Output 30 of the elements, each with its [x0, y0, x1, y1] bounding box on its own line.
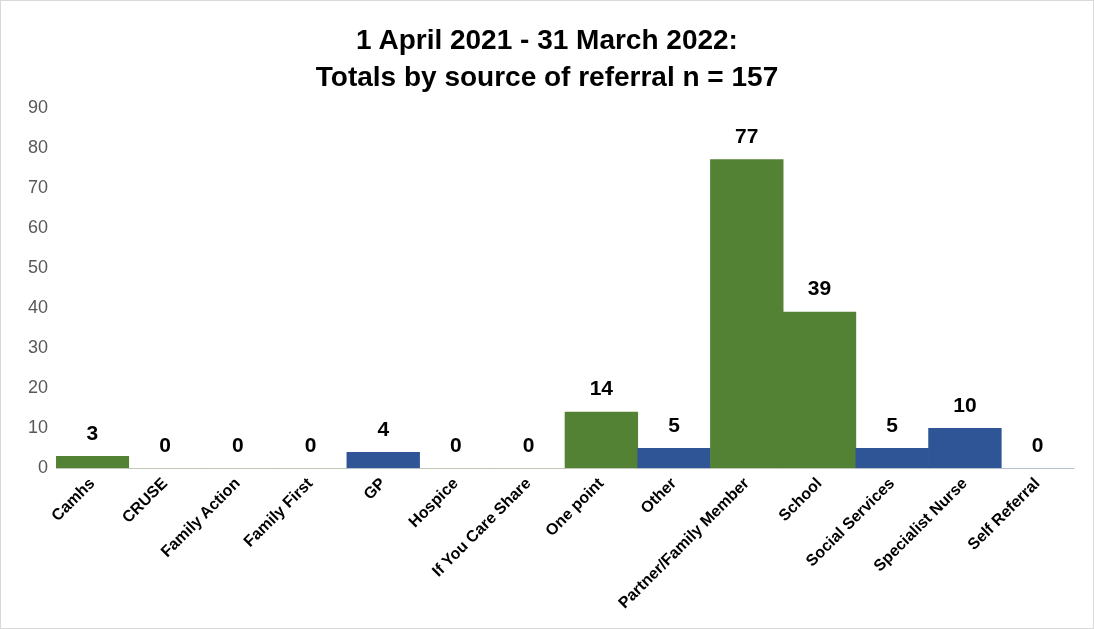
bar: [564, 411, 639, 469]
data-label: 0: [450, 432, 462, 456]
y-tick-label: 50: [27, 256, 49, 277]
y-tick-label: 80: [27, 136, 49, 157]
y-tick-label: 60: [27, 216, 49, 237]
data-label: 4: [377, 416, 390, 440]
data-label: 0: [159, 432, 171, 456]
data-label: 0: [1031, 432, 1044, 456]
y-tick-label: 0: [38, 457, 49, 478]
data-label: 0: [304, 432, 317, 456]
x-tick-label: GP: [360, 474, 389, 503]
y-tick-label: 40: [27, 296, 49, 317]
bar: [56, 455, 130, 469]
chart-title: 1 April 2021 - 31 March 2022: Totals by source of referral n = 157: [315, 23, 779, 93]
y-tick-label: 70: [27, 176, 49, 197]
data-label: 77: [735, 124, 759, 147]
data-label: 5: [668, 412, 681, 436]
bar: [637, 447, 711, 469]
y-tick-label: 30: [27, 337, 49, 358]
data-label: 39: [807, 276, 832, 300]
y-tick-label: 20: [27, 377, 49, 398]
data-label: 0: [522, 432, 535, 456]
bar: [346, 451, 420, 469]
data-label: 0: [231, 432, 244, 456]
data-label: 5: [886, 412, 899, 436]
y-tick-label: 90: [27, 96, 49, 117]
data-label: 3: [86, 420, 99, 444]
data-label: 14: [589, 376, 614, 400]
y-tick-label: 10: [27, 417, 49, 438]
data-label: 10: [953, 392, 977, 416]
